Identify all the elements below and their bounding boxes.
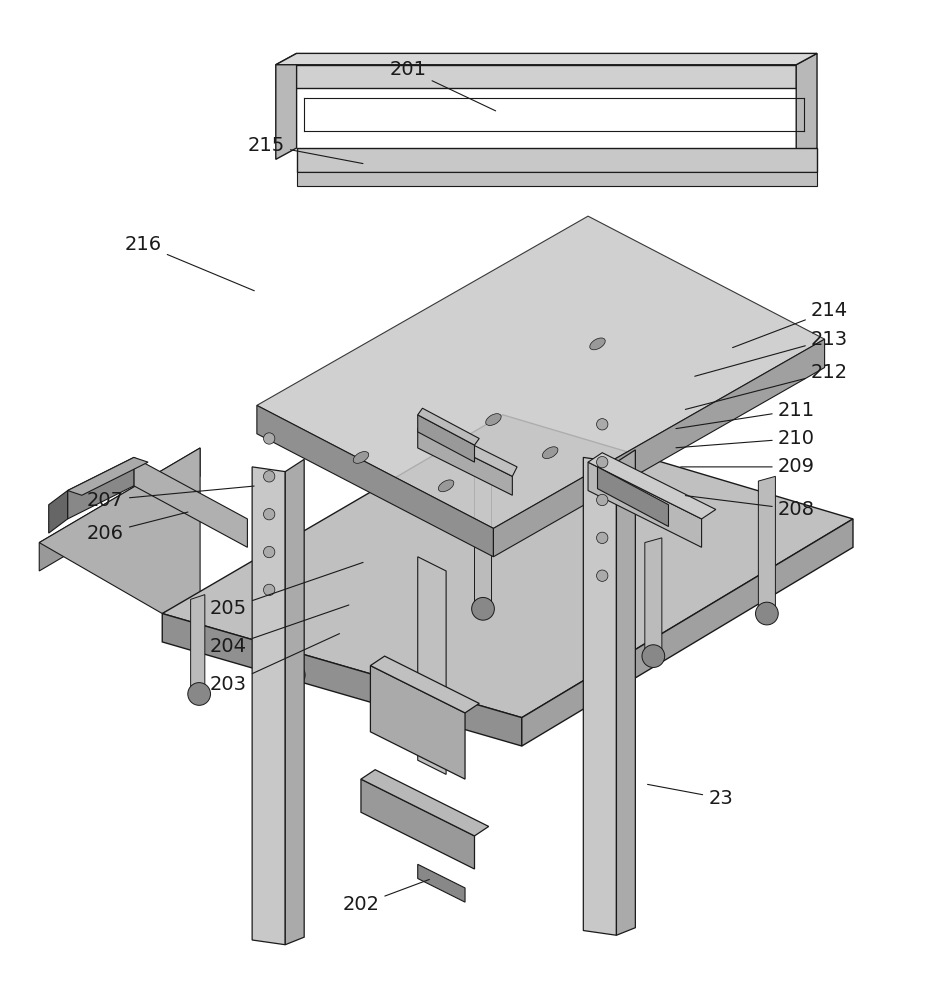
Polygon shape: [39, 448, 200, 571]
Circle shape: [264, 471, 275, 482]
Polygon shape: [418, 415, 474, 462]
Polygon shape: [286, 459, 305, 945]
Circle shape: [188, 683, 211, 705]
Circle shape: [597, 419, 608, 430]
Polygon shape: [370, 656, 479, 713]
Polygon shape: [617, 450, 636, 935]
Polygon shape: [418, 429, 512, 495]
Circle shape: [755, 602, 778, 625]
Polygon shape: [162, 415, 853, 718]
Polygon shape: [418, 557, 446, 774]
Polygon shape: [191, 595, 205, 694]
Polygon shape: [48, 491, 67, 533]
Ellipse shape: [486, 414, 501, 425]
Text: 204: 204: [210, 605, 349, 656]
Circle shape: [597, 570, 608, 581]
Text: 214: 214: [733, 301, 847, 348]
Text: 207: 207: [87, 486, 254, 510]
Ellipse shape: [543, 447, 558, 459]
Ellipse shape: [589, 338, 605, 350]
Text: 210: 210: [676, 429, 814, 448]
Polygon shape: [598, 467, 668, 526]
Text: 216: 216: [124, 235, 254, 291]
Text: 215: 215: [248, 136, 363, 164]
Polygon shape: [584, 457, 617, 935]
Polygon shape: [418, 420, 517, 476]
Polygon shape: [162, 614, 522, 746]
Polygon shape: [522, 519, 853, 746]
Text: 203: 203: [210, 634, 340, 694]
Ellipse shape: [438, 480, 454, 492]
Polygon shape: [257, 405, 493, 557]
Polygon shape: [297, 172, 817, 186]
Polygon shape: [39, 448, 200, 614]
Polygon shape: [474, 472, 492, 609]
Circle shape: [597, 456, 608, 468]
Text: 201: 201: [390, 60, 495, 111]
Circle shape: [597, 532, 608, 544]
Polygon shape: [588, 462, 701, 547]
Text: 206: 206: [87, 512, 188, 543]
Text: 208: 208: [685, 496, 814, 519]
Polygon shape: [588, 453, 716, 519]
Polygon shape: [361, 770, 489, 836]
Text: 212: 212: [685, 363, 847, 409]
Polygon shape: [67, 457, 134, 519]
Polygon shape: [644, 538, 661, 656]
Polygon shape: [418, 408, 479, 445]
Text: 205: 205: [210, 562, 363, 618]
Polygon shape: [252, 467, 286, 945]
Polygon shape: [370, 666, 465, 779]
Polygon shape: [257, 216, 825, 528]
Ellipse shape: [353, 452, 369, 463]
Text: 211: 211: [676, 401, 815, 429]
Circle shape: [264, 546, 275, 558]
Polygon shape: [276, 65, 796, 88]
Polygon shape: [361, 779, 474, 869]
Text: 209: 209: [680, 457, 814, 476]
Circle shape: [642, 645, 664, 667]
Polygon shape: [796, 53, 817, 159]
Polygon shape: [276, 53, 817, 65]
Circle shape: [264, 433, 275, 444]
Text: 23: 23: [647, 784, 733, 808]
Polygon shape: [67, 457, 148, 495]
Polygon shape: [134, 457, 248, 547]
Text: 202: 202: [343, 879, 429, 914]
Text: 213: 213: [695, 330, 847, 376]
Polygon shape: [276, 53, 297, 159]
Circle shape: [597, 494, 608, 506]
Polygon shape: [297, 148, 817, 172]
Polygon shape: [418, 864, 465, 902]
Polygon shape: [493, 339, 825, 557]
Circle shape: [283, 664, 306, 686]
Polygon shape: [758, 476, 775, 614]
Circle shape: [472, 597, 494, 620]
Circle shape: [264, 509, 275, 520]
Polygon shape: [286, 557, 303, 675]
Circle shape: [264, 584, 275, 596]
